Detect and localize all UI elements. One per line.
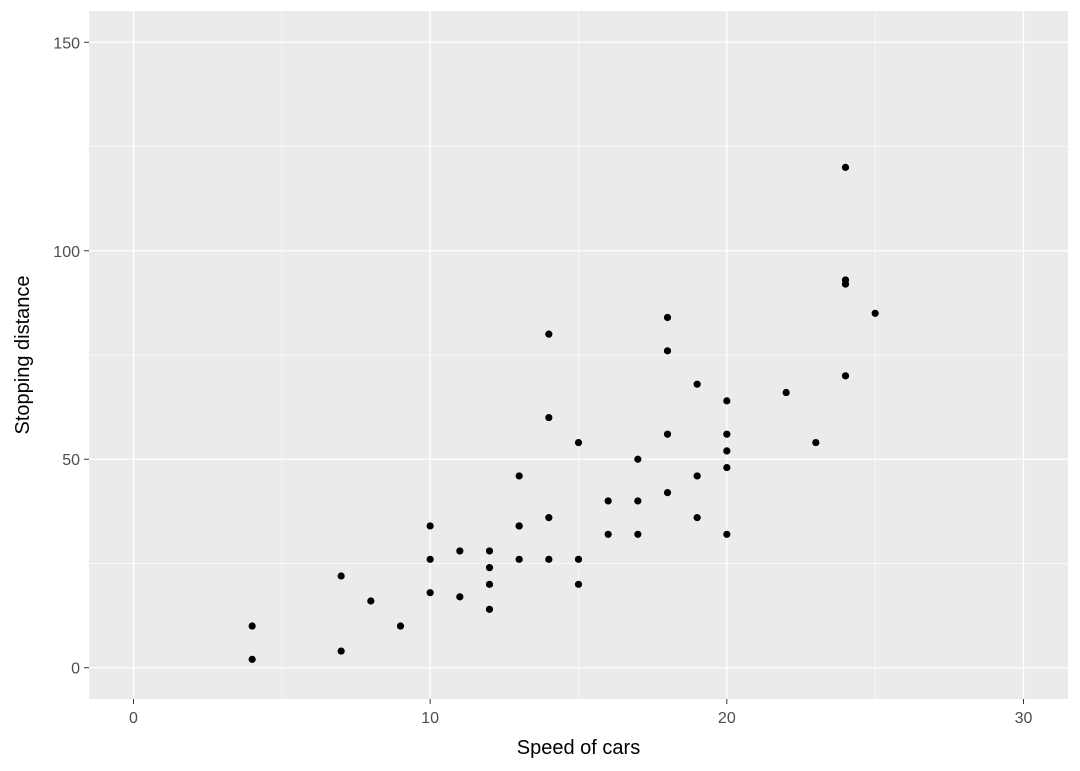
data-point <box>545 514 553 522</box>
data-point <box>248 655 256 663</box>
data-point <box>723 463 731 472</box>
data-point <box>871 309 879 317</box>
data-point <box>426 555 434 563</box>
data-point <box>337 572 345 580</box>
data-point <box>663 313 672 322</box>
major-gridlines <box>89 11 1068 699</box>
data-point <box>485 605 494 613</box>
x-tick-label: 0 <box>129 710 138 727</box>
data-point <box>841 163 850 171</box>
data-point <box>485 580 494 588</box>
minor-gridlines <box>89 11 1068 699</box>
data-point <box>574 438 583 447</box>
data-point <box>456 593 464 601</box>
y-tick-label: 150 <box>53 35 80 52</box>
data-point <box>663 347 672 355</box>
data-point <box>604 497 612 505</box>
y-tick-label: 100 <box>53 244 80 261</box>
data-point <box>723 447 731 455</box>
x-tick-label: 20 <box>718 710 736 727</box>
x-axis-title: Speed of cars <box>517 737 640 759</box>
data-point <box>723 530 731 538</box>
data-point <box>723 397 731 405</box>
y-axis-title: Stopping distance <box>12 275 34 434</box>
data-point <box>545 330 553 338</box>
data-point <box>663 430 672 438</box>
data-points <box>248 163 879 663</box>
data-point <box>723 430 731 438</box>
data-point <box>693 472 701 480</box>
data-point <box>574 580 583 588</box>
x-axis-ticks: 0 10 20 30 <box>129 699 1033 727</box>
data-point <box>485 547 494 555</box>
x-tick-label: 10 <box>421 710 439 727</box>
data-point <box>426 589 434 597</box>
data-point <box>693 380 701 388</box>
data-point <box>841 276 850 284</box>
data-point <box>574 555 583 563</box>
data-point <box>634 497 642 505</box>
data-point <box>426 522 434 530</box>
data-point <box>634 455 642 463</box>
data-point <box>545 555 553 563</box>
data-point <box>812 438 820 447</box>
data-point <box>515 472 523 480</box>
data-point <box>782 388 790 397</box>
x-tick-label: 30 <box>1015 710 1033 727</box>
data-point <box>337 647 345 655</box>
data-point <box>604 530 612 538</box>
data-point <box>456 547 464 555</box>
data-point <box>367 597 375 605</box>
data-point <box>515 522 523 530</box>
data-point <box>396 622 405 630</box>
y-tick-label: 0 <box>71 661 80 678</box>
data-point <box>841 372 850 380</box>
data-point <box>693 514 701 522</box>
data-point <box>634 530 642 538</box>
data-point <box>545 413 553 422</box>
data-point <box>663 489 672 497</box>
data-point <box>485 564 494 572</box>
data-point <box>515 555 523 563</box>
data-point <box>248 622 256 630</box>
y-axis-ticks: 0 50 100 150 <box>53 35 89 678</box>
y-tick-label: 50 <box>62 452 80 469</box>
